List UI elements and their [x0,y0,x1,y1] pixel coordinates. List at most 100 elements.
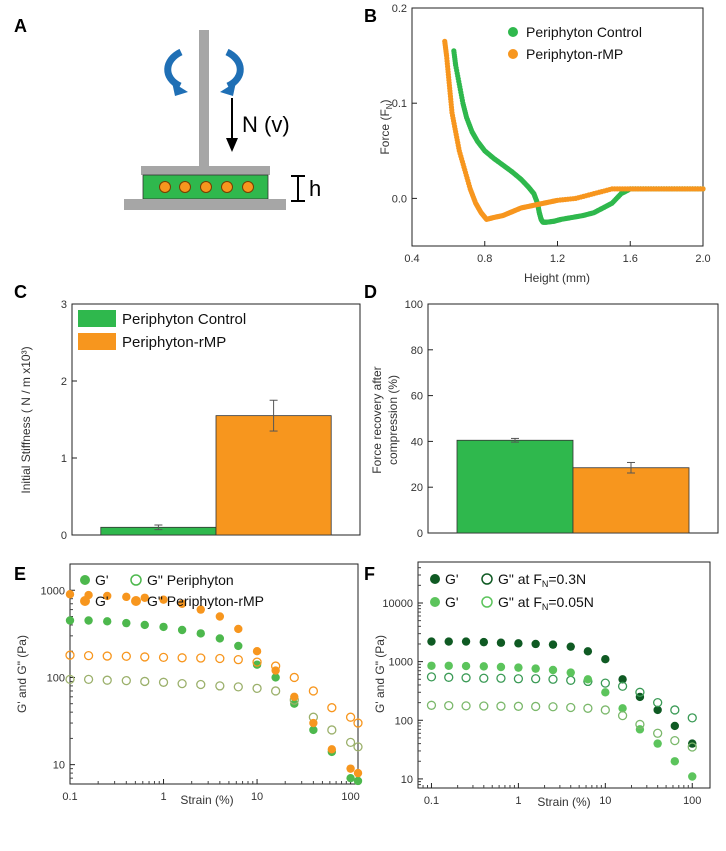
data-point-series-0 [479,637,489,647]
bar-rmp [215,415,332,536]
data-point-series-1 [635,687,645,697]
data-point-series-0 [601,655,610,664]
chart-d-force-recovery: 0 20 40 60 80 100 Force recovery after compre… [370,299,719,540]
y-tick-label: 20 [411,482,423,494]
data-point-series-0 [566,642,575,651]
bar-rmp [572,467,690,534]
data-point-series-1 [102,675,112,685]
data-point-series-1 [233,682,243,692]
panel-label-a: A [14,16,27,36]
y-tick-label: 80 [411,345,423,357]
data-point-series-1 [140,676,150,687]
y-tick-label: 1000 [41,585,65,597]
data-point-series-3 [233,655,243,665]
data-point-series-1 [600,678,610,688]
legend-gprime-periphyton: G' [95,572,109,588]
legend-marker-gprime-03 [430,574,440,584]
data-point-series-3 [102,651,112,661]
data-point-series-2 [601,688,610,697]
data-point-series-0 [461,637,471,646]
panel-label-c: C [14,282,27,302]
panel-label-d: D [364,282,377,302]
data-point-series-2 [346,764,355,773]
y-tick-label: 100 [47,672,65,684]
chart-b-force-vs-height: 0.4 0.8 1.2 1.6 2.0 0.0 0.1 0.2 Height (mm) For… [378,3,711,285]
data-point-series-1 [345,737,356,748]
data-point-series-3 [270,661,281,671]
legend-gprime-005: G' [445,594,459,610]
legend-label-rmp: Periphyton-rMP [122,334,226,351]
data-point-series-0 [444,637,453,646]
legend-label-control: Periphyton Control [122,311,246,328]
data-point-series-0 [583,647,593,656]
data-point-series-1 [327,725,337,735]
data-point-series-3 [83,650,94,661]
data-point-series-2 [444,661,453,670]
chart-c-legend: Periphyton Control Periphyton-rMP [78,310,246,351]
x-tick-label: 1.2 [550,253,565,265]
data-point-series-0 [618,675,627,684]
y-tick-label: 1 [61,453,67,465]
chart-d-ylabel-line1: Force recovery after [370,366,384,473]
data-point-series-0 [670,721,680,731]
data-point-series-0 [103,617,112,626]
data-point-series-1 [353,742,363,752]
legend-gdouble-periphyton: G" Periphyton [147,572,234,588]
data-point-series-2 [461,661,471,671]
data-point-series-0 [346,773,355,783]
data-point-series-0 [215,634,225,643]
chart-c-initial-stiffness: 0 1 2 3 Initial Stiffness ( N / m x10³) Per… [19,299,361,542]
rotation-arrowhead-left-icon [172,82,188,96]
data-point-series-0 [84,616,93,625]
legend-marker-gdouble-periphyton [130,574,142,586]
x-tick-label: 100 [341,791,359,803]
data-point-series-2 [159,595,168,604]
x-tick-label: 10 [251,791,263,803]
data-point-series-3 [215,653,225,664]
data-point-series-2 [479,662,489,671]
data-point-series-2 [290,692,299,701]
data-point-series-1 [531,674,541,684]
chart-b-ylabel: Force (FN) [378,99,394,154]
bar-control [456,439,574,534]
microplastic-particles [159,181,254,193]
y-tick-label: 2 [61,376,67,388]
data-point-series-1 [158,677,169,687]
chart-f-ylabel: G' and G" (Pa) [373,635,387,713]
chart-b-xlabel: Height (mm) [524,271,590,285]
x-tick-label: 0.1 [62,791,77,803]
data-point-series-1 [653,697,663,708]
data-point-series-0 [653,705,662,715]
legend-swatch-control [78,310,116,327]
data-point-series-2 [427,661,436,670]
data-point-series-3 [583,703,593,713]
x-tick-label: 0.1 [424,795,439,807]
data-point-series-3 [600,705,610,715]
y-tick-label: 10000 [382,598,413,610]
data-point-series-3 [426,700,437,710]
rheometer-shaft [199,30,209,168]
data-point-series-3 [289,672,299,683]
data-point-series-0 [196,629,205,638]
data-point-series-2 [548,665,558,675]
data-point-series-2 [583,675,593,684]
y-tick-label: 1000 [389,657,413,669]
data-point-series-2 [653,739,662,748]
data-point-series-1 [513,674,524,684]
x-tick-label: 2.0 [695,253,710,265]
data-point-series-2 [670,757,680,766]
data-point-series-3 [461,701,471,711]
y-tick-label: 3 [61,299,67,311]
data-point-series-0 [122,618,131,628]
legend-marker-gprime-005 [430,597,440,607]
panel-label-e: E [14,564,26,584]
legend-swatch-rmp [78,333,116,350]
data-point-series-1 [270,686,281,696]
data-point-series-2 [252,647,262,656]
legend-gdouble-005: G" at FN=0.05N [498,594,594,612]
data-point-series-1 [496,673,506,683]
particle [179,181,191,193]
data-point-series-3 [252,657,262,667]
data-point-series-1 [252,683,262,693]
y-tick-label: 0.2 [392,3,407,15]
